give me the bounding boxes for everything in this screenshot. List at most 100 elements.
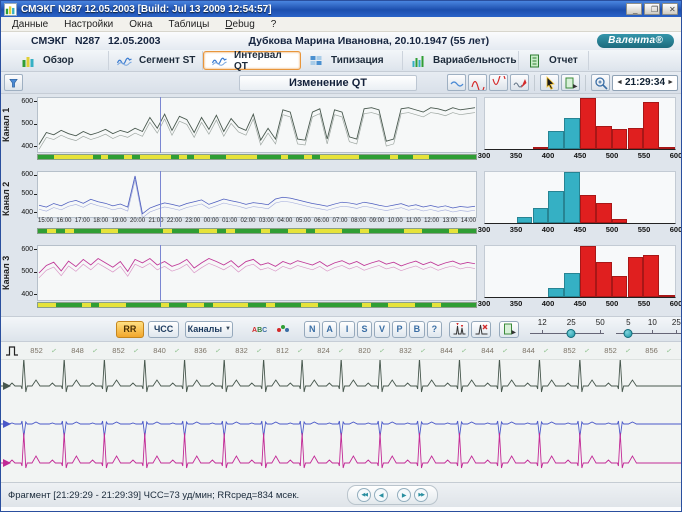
copy-strip-button[interactable] — [499, 321, 519, 338]
tab-st[interactable]: Сегмент ST — [109, 51, 203, 70]
beat-class-button-s[interactable]: S — [357, 321, 372, 338]
beat-insert-button[interactable] — [449, 321, 469, 338]
speed-slider[interactable]: 122550 — [530, 318, 604, 340]
menu-item-help[interactable]: ? — [263, 19, 285, 30]
amplitude-slider[interactable]: 51025 — [616, 318, 681, 340]
time-tick-label: 14:00 — [461, 218, 476, 227]
copy-page-button[interactable] — [561, 74, 580, 91]
hist-bar — [580, 98, 596, 149]
tab-overview[interactable]: Обзор — [13, 51, 109, 70]
menu-item-tables[interactable]: Таблицы — [160, 19, 217, 30]
beat-class-button-b[interactable]: B — [409, 321, 424, 338]
hist-tick-label: 300 — [478, 151, 491, 160]
rr-ms-value: 852 — [563, 346, 576, 355]
menu-item-data[interactable]: Данные — [4, 19, 56, 30]
beat-class-button-n[interactable]: N — [304, 321, 319, 338]
menu-item-windows[interactable]: Окна — [121, 19, 160, 30]
rr-mode-button[interactable]: RR — [116, 321, 144, 338]
rewind-button[interactable]: ◀◀ — [357, 488, 371, 502]
qt-trend-chart[interactable]: 15:0016:0017:0018:0019:0020:0021:0022:00… — [37, 171, 477, 242]
rr-ms-value: 844 — [522, 346, 535, 355]
time-cursor[interactable] — [160, 245, 161, 301]
hist-bar — [612, 276, 628, 297]
slider-tick-label: 25 — [672, 318, 681, 327]
forward-button[interactable]: ▶▶ — [414, 488, 428, 502]
time-tick-label: 05:00 — [296, 218, 311, 227]
patient-bar: СМЭКГ N287 12.05.2003 Дубкова Марина Ива… — [1, 32, 681, 50]
qt-histogram-channel-3 — [484, 245, 676, 298]
abc-icon: ABC — [251, 322, 267, 336]
hist-tick-label: 400 — [542, 299, 555, 308]
hr-mode-button[interactable]: ЧСС — [148, 321, 179, 338]
time-value: 21:29:34 — [625, 77, 665, 88]
time-cursor[interactable] — [160, 171, 161, 227]
hist-axis: 300350400450500550600 — [484, 224, 676, 234]
time-tick-label: 09:00 — [369, 218, 384, 227]
activity-segment — [261, 229, 270, 233]
hist-bar — [659, 295, 675, 297]
close-button[interactable]: ✕ — [662, 3, 678, 15]
activity-segment — [172, 229, 199, 233]
qt-histogram-channel-2 — [484, 171, 676, 224]
time-tick-label: 15:00 — [38, 218, 53, 227]
pointer-mode-button[interactable] — [540, 74, 559, 91]
menu-item-debug[interactable]: Debug — [217, 19, 262, 30]
slider-tick-label: 25 — [567, 318, 576, 327]
channels-dropdown-button[interactable]: Каналы▼ — [185, 321, 233, 338]
slider-handle[interactable] — [567, 329, 576, 338]
pulse-icon — [3, 344, 23, 358]
wave-max-button[interactable] — [468, 74, 487, 91]
beat-class-button-p[interactable]: P — [392, 321, 407, 338]
wave-min-button[interactable] — [489, 74, 508, 91]
slider-tick-label: 12 — [538, 318, 547, 327]
hist-bar — [628, 257, 644, 297]
tab-label: Типизация — [331, 55, 384, 66]
time-cursor[interactable] — [160, 97, 161, 153]
beat-normal-mark: ✓ — [419, 346, 426, 355]
bottom-filler — [1, 507, 681, 511]
tab-qt[interactable]: Интервал QT — [203, 51, 301, 70]
beat-class-button-unknown[interactable]: ? — [427, 321, 442, 338]
beat-delete-button[interactable] — [471, 321, 491, 338]
menu-item-settings[interactable]: Настройки — [56, 19, 121, 30]
activity-segment — [163, 229, 172, 233]
activity-segment — [315, 229, 342, 233]
ecg-strips[interactable] — [1, 360, 681, 482]
tab-typing[interactable]: Типизация — [301, 51, 403, 70]
activity-segment — [359, 155, 390, 159]
color-markers-button[interactable] — [273, 321, 293, 337]
restore-button[interactable]: ❐ — [644, 3, 660, 15]
beat-normal-mark: ✓ — [542, 346, 549, 355]
filter-dropdown-button[interactable] — [4, 74, 23, 91]
wave-u-icon — [492, 76, 506, 90]
wave-normal-button[interactable] — [447, 74, 466, 91]
activity-segment — [398, 155, 414, 159]
tab-report[interactable]: Отчет — [519, 51, 589, 70]
time-tick-label: 18:00 — [93, 218, 108, 227]
text-labels-button[interactable]: ABC — [249, 321, 269, 337]
beat-class-button-i[interactable]: I — [339, 321, 354, 338]
activity-segment — [226, 155, 257, 159]
step-back-button[interactable]: ◀ — [374, 488, 388, 502]
qt-trend-chart[interactable] — [37, 245, 477, 316]
time-next-arrow[interactable]: ► — [667, 79, 674, 86]
slider-handle[interactable] — [624, 329, 633, 338]
wave-icon — [212, 54, 227, 68]
tab-label: Интервал QT — [234, 50, 294, 72]
beat-class-button-a[interactable]: A — [322, 321, 337, 338]
minimize-button[interactable]: _ — [626, 3, 642, 15]
wave-edit-button[interactable] — [510, 74, 529, 91]
play-button[interactable]: ▶ — [397, 488, 411, 502]
activity-segment — [342, 229, 360, 233]
rr-interval-value: 844✓ — [474, 346, 515, 355]
beat-class-button-v[interactable]: V — [374, 321, 389, 338]
activity-segment — [126, 303, 161, 307]
zoom-button[interactable] — [591, 74, 610, 91]
time-prev-arrow[interactable]: ◄ — [616, 79, 623, 86]
activity-segment — [187, 303, 205, 307]
activity-segment — [362, 303, 371, 307]
beat-normal-mark: ✓ — [337, 346, 344, 355]
activity-segment — [217, 229, 226, 233]
qt-trend-chart[interactable] — [37, 97, 477, 168]
tab-variability[interactable]: Вариабельность — [403, 51, 519, 70]
